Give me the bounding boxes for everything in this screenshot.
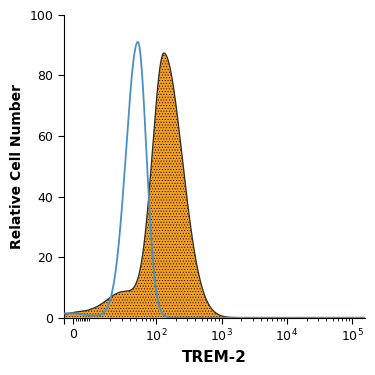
Y-axis label: Relative Cell Number: Relative Cell Number bbox=[10, 84, 24, 249]
X-axis label: TREM-2: TREM-2 bbox=[182, 350, 247, 365]
